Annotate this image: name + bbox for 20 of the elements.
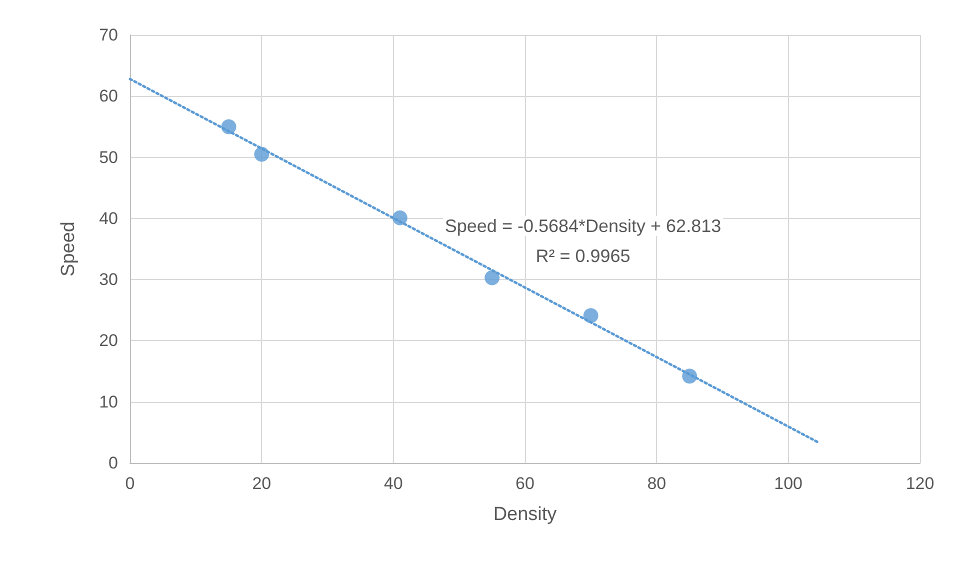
x-axis-title: Density <box>493 504 558 525</box>
y-tick-label: 0 <box>108 454 118 472</box>
x-tick-label: 60 <box>516 474 534 493</box>
x-tick-label: 0 <box>125 474 135 493</box>
annotation: Speed = -0.5684*Density + 62.813 <box>444 216 722 236</box>
y-tick-label: 60 <box>99 86 118 106</box>
x-tick-label: 40 <box>384 474 403 493</box>
point <box>484 270 500 286</box>
y-tick-label: 30 <box>99 270 118 290</box>
x-tick-label: 100 <box>774 474 803 493</box>
x-tick-label: 20 <box>252 474 272 493</box>
y-tick-label: 20 <box>99 331 118 350</box>
y-tick-label: 10 <box>99 392 118 412</box>
y-axis-title: Speed <box>58 222 79 276</box>
annotation: R² = 0.9965 <box>536 246 630 266</box>
x-tick-label: 120 <box>906 474 934 493</box>
y-tick-label: 70 <box>99 26 118 44</box>
x-tick-label: 80 <box>647 474 666 493</box>
y-tick-label: 40 <box>99 208 118 228</box>
y-tick-label: 50 <box>99 148 118 167</box>
